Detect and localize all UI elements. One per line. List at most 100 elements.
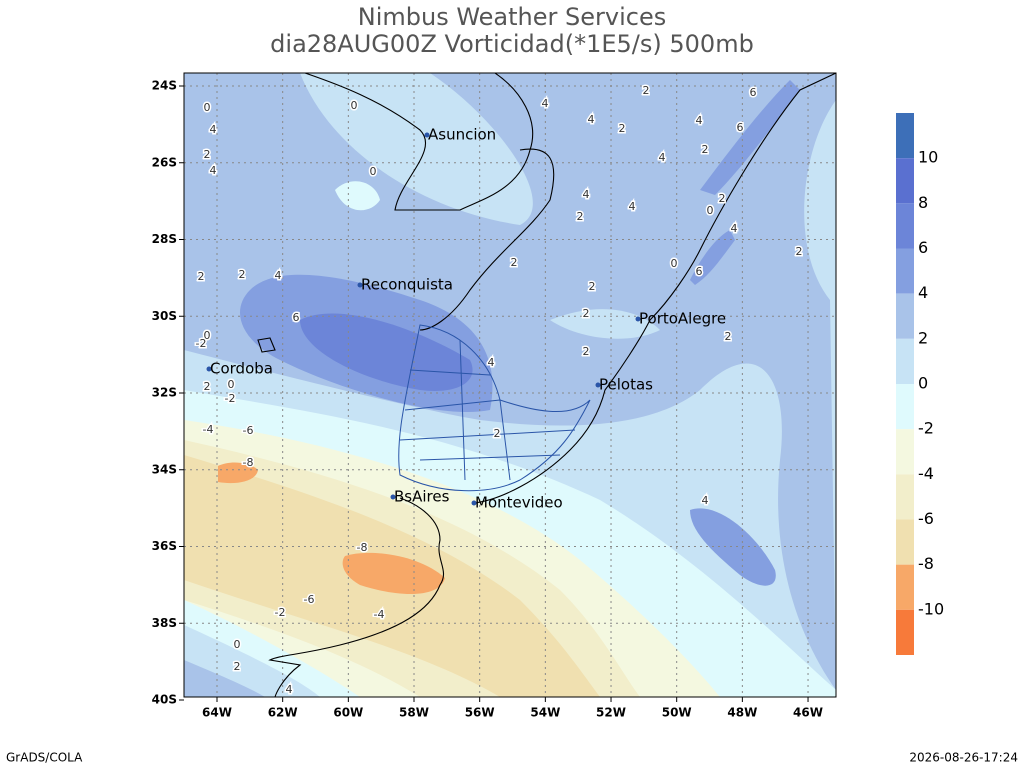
contour-fill [184, 73, 836, 690]
contour-label: -2 [275, 606, 286, 619]
contour-label: 2 [719, 192, 726, 205]
lon-label: 56W [465, 706, 495, 720]
colorbar-swatch [896, 384, 914, 430]
colorbar-swatch [896, 519, 914, 565]
colorbar-swatch [896, 113, 914, 159]
contour-fill [690, 508, 776, 586]
lon-label: 48W [727, 706, 757, 720]
contour-label: 2 [234, 660, 241, 673]
lat-label: 34S [152, 462, 177, 476]
footer-left: GrADS/COLA [6, 751, 83, 765]
colorbar-label: 2 [918, 328, 928, 347]
city-dot [206, 366, 212, 372]
colorbar-label: -4 [918, 464, 934, 483]
city-label: Pelotas [599, 376, 653, 394]
colorbar-label: -10 [918, 599, 944, 618]
city-label: Asuncion [428, 126, 496, 144]
contour-label: -8 [243, 456, 254, 469]
footer-right: 2026-08-26-17:24 [909, 751, 1018, 765]
city-label: Montevideo [475, 494, 563, 512]
contour-label: 2 [583, 307, 590, 320]
colorbar-swatch [896, 203, 914, 249]
colorbar-swatch [896, 429, 914, 475]
contour-label: -8 [357, 541, 368, 554]
city-dot [595, 382, 601, 388]
colorbar-label: 6 [918, 238, 928, 257]
contour-fill [335, 181, 380, 211]
contour-label: 0 [204, 329, 211, 342]
contour-label: -4 [203, 423, 214, 436]
title: Nimbus Weather Services [358, 3, 666, 31]
contour-fill [184, 660, 265, 697]
contour-label: 0 [228, 378, 235, 391]
contour-label: -6 [243, 424, 254, 437]
contour-label: 2 [577, 210, 584, 223]
colorbar-label: -6 [918, 509, 934, 528]
colorbar-label: 4 [918, 283, 928, 302]
lon-label: 62W [268, 706, 298, 720]
lon-label: 46W [793, 706, 823, 720]
city-dot [635, 316, 641, 322]
city-label: Reconquista [361, 276, 453, 294]
contour-label: 6 [293, 311, 300, 324]
lat-label: 38S [152, 616, 177, 630]
colorbar-label: -2 [918, 419, 934, 438]
colorbar-label: 8 [918, 193, 928, 212]
contour-label: 2 [494, 427, 501, 440]
contour-label: 4 [583, 188, 590, 201]
colorbar-swatch [896, 474, 914, 520]
contour-label: 0 [370, 165, 377, 178]
colorbar-label: 10 [918, 148, 938, 167]
lat-label: 40S [152, 693, 177, 707]
contour-label: 4 [659, 151, 666, 164]
contour-label: 4 [210, 164, 217, 177]
contour-label: 4 [588, 113, 595, 126]
city-label: BsAires [394, 488, 450, 506]
contour-label: 0 [707, 204, 714, 217]
contour-label: 4 [210, 123, 217, 136]
lat-label: 30S [152, 309, 177, 323]
contour-label: 4 [286, 683, 293, 696]
contour-label: -6 [304, 593, 315, 606]
lon-label: 52W [596, 706, 626, 720]
contour-fill [550, 309, 660, 339]
colorbar-swatch [896, 338, 914, 384]
contour-label: 2 [204, 148, 211, 161]
boundaries [257, 73, 836, 697]
contour-fill [342, 552, 445, 595]
colorbar-swatch [896, 609, 914, 655]
contour-label: 4 [702, 494, 709, 507]
contour-label: -4 [374, 608, 385, 621]
contour-label: 2 [583, 345, 590, 358]
contour-fill [700, 80, 800, 195]
contour-label: 4 [275, 269, 282, 282]
contour-label: 0 [351, 99, 358, 112]
lon-label: 50W [662, 706, 692, 720]
lon-label: 60W [333, 706, 363, 720]
contour-label: 2 [204, 380, 211, 393]
lat-label: 28S [152, 232, 177, 246]
colorbar-label: -8 [918, 554, 934, 573]
colorbar-swatch [896, 158, 914, 204]
contour-label: 4 [488, 356, 495, 369]
contour-label: 2 [725, 330, 732, 343]
city-dot [390, 494, 396, 500]
colorbar-swatch [896, 248, 914, 294]
lon-label: 54W [530, 706, 560, 720]
city-dot [424, 132, 430, 138]
contour-fill [218, 462, 258, 484]
map-fill [184, 73, 836, 697]
contour-label: 2 [511, 256, 518, 269]
contour-label: 4 [731, 222, 738, 235]
map-frame [183, 72, 837, 698]
contour-label: 2 [589, 280, 596, 293]
contour-label: 0 [234, 638, 241, 651]
colorbar-label: 0 [918, 374, 928, 393]
subtitle: dia28AUG00Z Vorticidad(*1E5/s) 500mb [270, 30, 754, 58]
contour-label: 4 [696, 114, 703, 127]
city-dot [471, 500, 477, 506]
lon-label: 64W [202, 706, 232, 720]
lat-label: 26S [152, 155, 177, 169]
lat-label: 24S [152, 79, 177, 93]
contour-label: 2 [619, 122, 626, 135]
